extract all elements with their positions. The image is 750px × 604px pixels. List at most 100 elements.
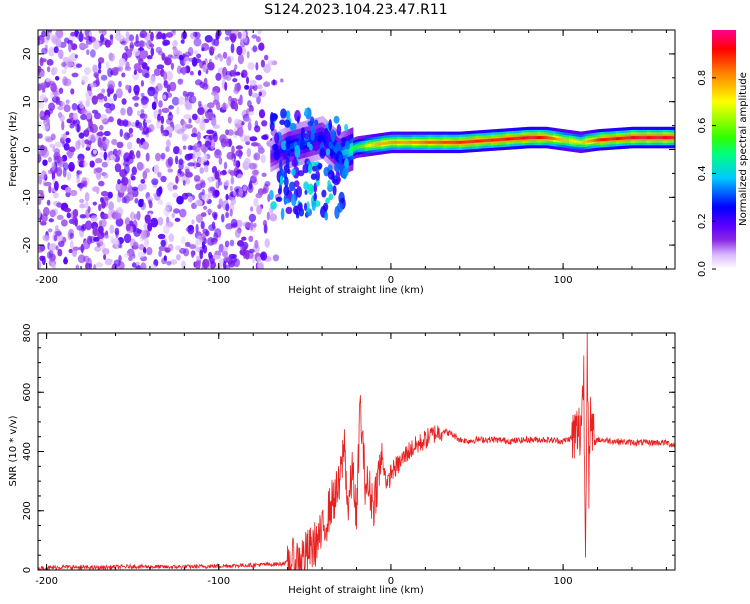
noise-speckle xyxy=(119,128,124,138)
ridge-cell xyxy=(590,139,592,143)
noise-speckle xyxy=(189,244,197,250)
noise-speckle xyxy=(225,193,229,201)
noise-speckle xyxy=(100,190,109,197)
noise-speckle xyxy=(172,192,179,198)
noise-speckle xyxy=(154,85,159,95)
noise-speckle xyxy=(238,188,244,198)
transition-blob xyxy=(293,180,300,188)
ridge-cell xyxy=(603,138,605,141)
noise-speckle xyxy=(56,214,64,220)
transition-blob xyxy=(319,147,326,159)
ridge-cell xyxy=(446,140,448,144)
ridge-cell xyxy=(355,146,357,150)
noise-speckle xyxy=(121,98,127,105)
noise-speckle xyxy=(237,54,244,65)
ridge-cell xyxy=(568,139,571,143)
ridge-cell xyxy=(454,140,456,144)
noise-speckle xyxy=(70,189,78,197)
ridge-cell xyxy=(493,138,495,142)
noise-speckle xyxy=(211,221,216,230)
noise-speckle xyxy=(173,208,180,214)
noise-speckle xyxy=(215,72,222,81)
ridge-cell xyxy=(566,139,569,142)
ridge-cell xyxy=(510,137,512,141)
ridge-cell xyxy=(409,140,412,144)
noise-speckle xyxy=(123,233,132,244)
noise-speckle xyxy=(84,192,90,202)
y-tick-label: -20 xyxy=(22,237,33,253)
spectrogram-x-axis-label: Height of straight line (km) xyxy=(288,285,424,296)
noise-speckle xyxy=(207,102,215,109)
noise-speckle xyxy=(63,207,72,213)
ridge-cell xyxy=(596,138,599,142)
transition-blob xyxy=(283,185,290,196)
noise-speckle xyxy=(251,169,260,176)
noise-speckle xyxy=(79,203,86,209)
noise-speckle xyxy=(75,63,83,68)
ridge-cell xyxy=(554,137,556,141)
ridge-cell xyxy=(324,136,326,143)
noise-speckle xyxy=(145,152,150,162)
noise-speckle xyxy=(51,262,55,268)
ridge-cell xyxy=(671,136,673,139)
noise-speckle xyxy=(182,180,186,186)
transition-blob xyxy=(341,171,347,179)
ridge-cell xyxy=(592,139,595,143)
snr-x-axis-label: Height of straight line (km) xyxy=(288,585,424,596)
ridge-cell xyxy=(583,140,585,144)
noise-speckle xyxy=(165,32,173,38)
noise-speckle xyxy=(50,133,56,141)
transition-blob xyxy=(304,133,309,140)
noise-speckle xyxy=(185,177,190,185)
noise-speckle xyxy=(83,180,88,188)
ridge-cell xyxy=(634,136,636,139)
ridge-cell xyxy=(558,137,560,141)
ridge-cell xyxy=(540,136,542,139)
ridge-cell xyxy=(344,149,347,155)
noise-speckle xyxy=(161,257,168,265)
ridge-cell xyxy=(407,140,410,144)
noise-speckle xyxy=(63,143,70,151)
noise-speckle xyxy=(255,36,261,43)
noise-speckle xyxy=(165,70,174,81)
colorbar: 0.0 0.2 0.4 0.6 0.8 Normalized spectral ampl… xyxy=(697,30,749,277)
ridge-cell xyxy=(539,136,541,139)
ridge-cell xyxy=(397,140,399,144)
ridge-cell xyxy=(516,137,518,140)
noise-speckle xyxy=(165,146,170,152)
ridge-cell xyxy=(649,136,651,139)
transition-blob xyxy=(317,162,323,170)
noise-speckle xyxy=(93,264,97,269)
noise-speckle xyxy=(189,70,194,76)
ridge-cell xyxy=(644,136,646,139)
noise-speckle xyxy=(68,146,76,153)
noise-speckle xyxy=(136,229,143,234)
ridge-cell xyxy=(547,136,549,140)
noise-speckle xyxy=(247,62,255,70)
noise-speckle xyxy=(253,152,261,161)
noise-speckle xyxy=(201,47,205,52)
ridge-cell xyxy=(343,149,346,156)
noise-speckle xyxy=(131,262,137,268)
ridge-cell xyxy=(574,140,576,143)
ridge-cell xyxy=(612,137,614,141)
ridge-cell xyxy=(364,144,366,148)
noise-speckle xyxy=(264,54,269,61)
noise-speckle xyxy=(203,118,210,124)
noise-speckle xyxy=(192,152,196,163)
x-tick-label: -200 xyxy=(35,576,58,587)
ridge-cell xyxy=(456,140,458,144)
noise-speckle xyxy=(157,199,164,205)
ridge-cell xyxy=(641,136,643,139)
ridge-cell xyxy=(356,145,358,149)
ridge-cell xyxy=(588,139,590,143)
noise-speckle xyxy=(39,220,47,226)
noise-speckle xyxy=(100,197,104,203)
noise-speckle xyxy=(117,35,126,42)
ridge-cell xyxy=(474,139,477,143)
ridge-cell xyxy=(315,136,318,143)
noise-speckle xyxy=(115,217,124,227)
noise-speckle xyxy=(196,131,201,141)
transition-blob xyxy=(309,143,313,151)
